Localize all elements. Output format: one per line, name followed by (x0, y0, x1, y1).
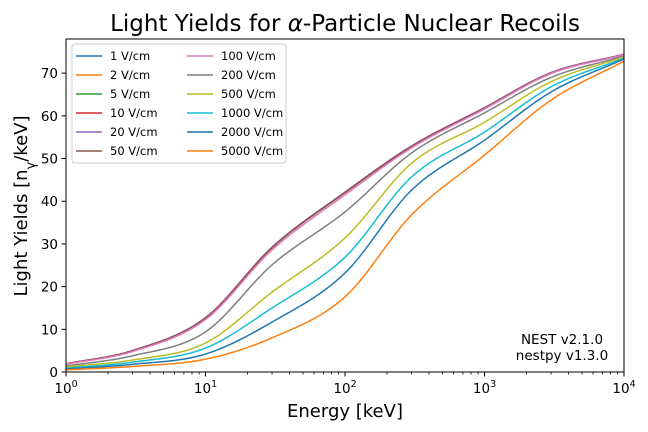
legend-label: 2 V/cm (110, 68, 150, 82)
legend-entry: 200 V/cm (187, 68, 276, 82)
series-line-500v-cm (66, 56, 624, 368)
x-axis-ticks: 100 101 102 103 104 (54, 372, 636, 397)
legend-label: 100 V/cm (221, 49, 276, 63)
legend-label: 20 V/cm (110, 125, 158, 139)
title-alpha-symbol: α (288, 11, 303, 37)
legend-entry: 5000 V/cm (187, 144, 283, 158)
legend: 1 V/cm 2 V/cm 5 V/cm 10 V/cm 20 V/cm 50 V/cm 1… (71, 43, 287, 164)
y-tick-label: 60 (41, 109, 58, 125)
legend-label: 500 V/cm (221, 87, 276, 101)
y-tick-label: 0 (49, 365, 58, 381)
x-tick-label: 100 (54, 379, 77, 397)
legend-entry: 20 V/cm (76, 125, 158, 139)
title-suffix: -Particle Nuclear Recoils (303, 11, 580, 37)
y-label-suffix: /keV] (11, 116, 32, 162)
y-label-prefix: Light Yields [n (11, 169, 32, 296)
legend-entry: 100 V/cm (187, 49, 276, 63)
legend-label: 5 V/cm (110, 87, 150, 101)
x-tick-label: 101 (194, 379, 217, 397)
legend-label: 50 V/cm (110, 144, 158, 158)
y-label-gamma-subscript: γ (24, 161, 39, 169)
plot-area: 100 101 102 103 104 0 10 20 30 40 50 60 70 (41, 38, 636, 397)
y-axis-ticks: 0 10 20 30 40 50 60 70 (41, 66, 66, 381)
legend-entry: 2 V/cm (76, 68, 150, 82)
legend-box (71, 43, 287, 164)
legend-label: 1 V/cm (110, 49, 150, 63)
x-tick-label: 102 (333, 379, 356, 397)
legend-entry: 2000 V/cm (187, 125, 283, 139)
y-tick-label: 20 (41, 280, 58, 296)
y-axis-label: Light Yields [nγ/keV] (11, 116, 39, 297)
legend-label: 10 V/cm (110, 106, 158, 120)
y-tick-label: 30 (41, 237, 58, 253)
legend-label: 200 V/cm (221, 68, 276, 82)
y-tick-label: 50 (41, 152, 58, 168)
x-tick-label: 104 (612, 379, 635, 397)
x-axis-label: Energy [keV] (287, 401, 403, 422)
series-line-100v-cm (66, 54, 624, 366)
legend-label: 2000 V/cm (221, 125, 283, 139)
chart-title: Light Yields for α-Particle Nuclear Reco… (110, 11, 580, 37)
legend-entry: 500 V/cm (187, 87, 276, 101)
y-tick-label: 40 (41, 194, 58, 210)
series-line-1000v-cm (66, 57, 624, 369)
y-tick-label: 10 (41, 322, 58, 338)
annotation-nestpy-version: nestpy v1.3.0 (516, 348, 608, 364)
legend-entry: 10 V/cm (76, 106, 158, 120)
legend-entry: 50 V/cm (76, 144, 158, 158)
legend-entry: 1 V/cm (76, 49, 150, 63)
legend-entry: 5 V/cm (76, 87, 150, 101)
series-line-200v-cm (66, 55, 624, 367)
y-tick-label: 70 (41, 66, 58, 82)
legend-entry: 1000 V/cm (187, 106, 283, 120)
title-prefix: Light Yields for (110, 11, 288, 37)
annotation-nest-version: NEST v2.1.0 (521, 332, 603, 348)
legend-label: 1000 V/cm (221, 106, 283, 120)
series-layer (66, 53, 624, 371)
legend-label: 5000 V/cm (221, 144, 283, 158)
x-tick-label: 103 (473, 379, 496, 397)
series-line-2000v-cm (66, 58, 624, 370)
series-line-5000v-cm (66, 60, 624, 371)
